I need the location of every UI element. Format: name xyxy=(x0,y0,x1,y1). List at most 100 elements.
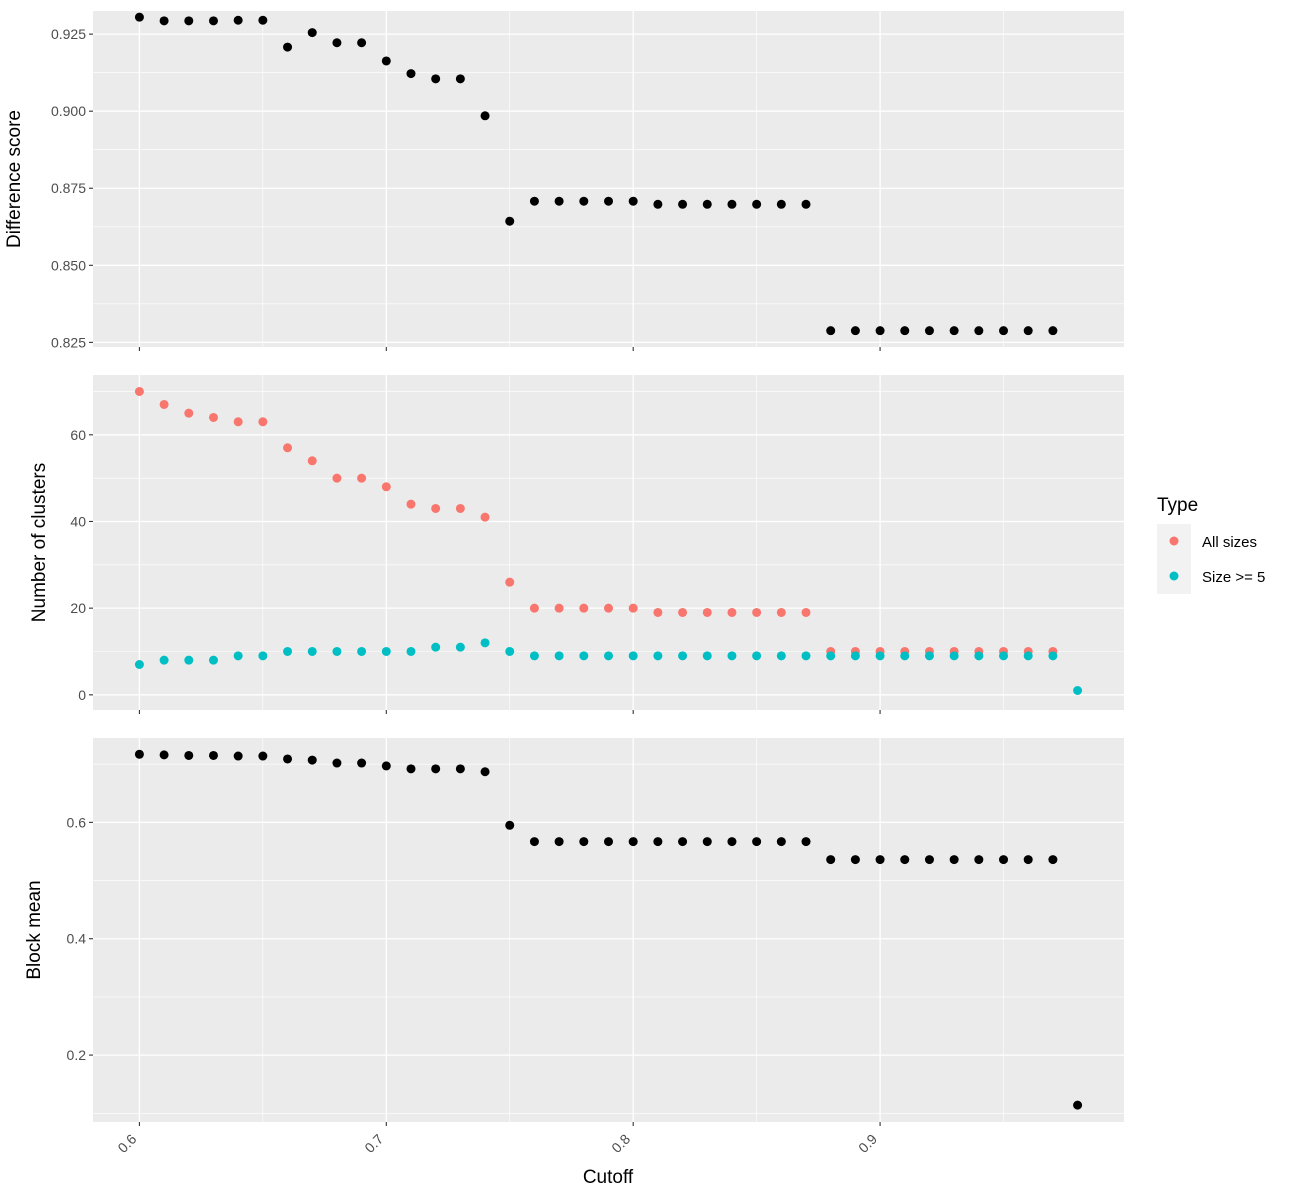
data-point xyxy=(134,749,144,759)
panel-background xyxy=(93,11,1124,347)
data-point xyxy=(381,646,391,656)
data-point xyxy=(184,750,194,760)
data-point xyxy=(258,651,268,661)
data-point xyxy=(480,638,490,648)
data-point xyxy=(455,764,465,774)
y-tick-label: 0.825 xyxy=(51,334,86,350)
data-point xyxy=(702,651,712,661)
data-point xyxy=(801,651,811,661)
data-point xyxy=(826,326,836,336)
data-point xyxy=(579,837,589,847)
data-point xyxy=(678,651,688,661)
data-point xyxy=(949,855,959,865)
data-point xyxy=(505,646,515,656)
y-tick-label: 20 xyxy=(70,600,86,616)
data-point xyxy=(307,646,317,656)
data-point xyxy=(357,473,367,483)
data-point xyxy=(727,199,737,209)
data-point xyxy=(900,855,910,865)
data-point xyxy=(999,326,1009,336)
data-point xyxy=(159,750,169,760)
legend: Type All sizes Size >= 5 xyxy=(1157,495,1265,594)
panel-1: 0.825 0.850 0.875 0.900 0.925 Difference scor… xyxy=(4,11,1124,351)
y-tick-label: 60 xyxy=(70,427,86,443)
data-point xyxy=(208,655,218,665)
data-point xyxy=(283,646,293,656)
data-point xyxy=(875,855,885,865)
data-point xyxy=(159,399,169,409)
data-point xyxy=(974,326,984,336)
data-point xyxy=(653,607,663,617)
series-1 xyxy=(134,12,1058,336)
legend-title: Type xyxy=(1157,495,1198,516)
data-point xyxy=(1023,855,1033,865)
data-point xyxy=(776,837,786,847)
y-axis-title: Block mean xyxy=(24,880,45,979)
data-point xyxy=(1048,855,1058,865)
data-point xyxy=(999,651,1009,661)
data-point xyxy=(381,761,391,771)
data-point xyxy=(159,655,169,665)
y-tick-label: 0.925 xyxy=(51,26,86,42)
data-point xyxy=(604,651,613,661)
data-point xyxy=(949,326,959,336)
y-tick-label: 0.875 xyxy=(51,180,86,196)
data-point xyxy=(307,28,317,38)
data-point xyxy=(776,651,786,661)
data-point xyxy=(579,196,589,206)
data-point xyxy=(628,651,638,661)
data-point xyxy=(628,603,638,613)
data-point xyxy=(529,837,539,847)
data-point xyxy=(702,837,712,847)
data-point xyxy=(357,758,367,768)
data-point xyxy=(233,417,243,427)
data-point xyxy=(134,659,144,669)
data-point xyxy=(332,473,342,483)
data-point xyxy=(431,764,441,774)
y-tick-label: 0.850 xyxy=(51,257,86,273)
data-point xyxy=(332,38,342,48)
data-point xyxy=(431,503,441,513)
data-point xyxy=(752,651,762,661)
data-point xyxy=(159,16,169,26)
data-point xyxy=(776,607,786,617)
data-point xyxy=(1048,326,1058,336)
data-point xyxy=(184,16,194,26)
data-point xyxy=(554,837,564,847)
data-point xyxy=(529,651,539,661)
data-point xyxy=(406,69,416,79)
data-point xyxy=(258,417,268,427)
data-point xyxy=(604,196,613,206)
data-point xyxy=(431,642,441,652)
data-point xyxy=(455,503,465,513)
data-point xyxy=(678,607,688,617)
data-point xyxy=(727,837,737,847)
x-tick-label: 0.6 xyxy=(114,1131,139,1156)
data-point xyxy=(208,750,218,760)
data-point xyxy=(505,820,515,830)
y-tick-label: 0 xyxy=(78,687,86,703)
data-point xyxy=(283,754,293,764)
x-tick-label: 0.8 xyxy=(608,1131,633,1156)
data-point xyxy=(826,855,836,865)
data-point xyxy=(332,646,342,656)
data-point xyxy=(134,12,144,22)
data-point xyxy=(826,651,836,661)
data-point xyxy=(529,603,539,613)
data-point xyxy=(949,651,959,661)
data-point xyxy=(406,499,416,509)
data-point xyxy=(431,74,441,84)
data-point xyxy=(628,196,638,206)
data-point xyxy=(678,837,688,847)
data-point xyxy=(628,837,638,847)
legend-key-background xyxy=(1157,524,1191,594)
data-point xyxy=(505,216,515,226)
data-point xyxy=(529,196,539,206)
data-point xyxy=(776,199,786,209)
y-tick-label: 0.2 xyxy=(67,1047,87,1063)
data-point xyxy=(653,199,663,209)
panel-background xyxy=(93,738,1124,1122)
legend-label-size-5: Size >= 5 xyxy=(1202,569,1265,586)
data-point xyxy=(134,386,144,396)
data-point xyxy=(554,651,564,661)
